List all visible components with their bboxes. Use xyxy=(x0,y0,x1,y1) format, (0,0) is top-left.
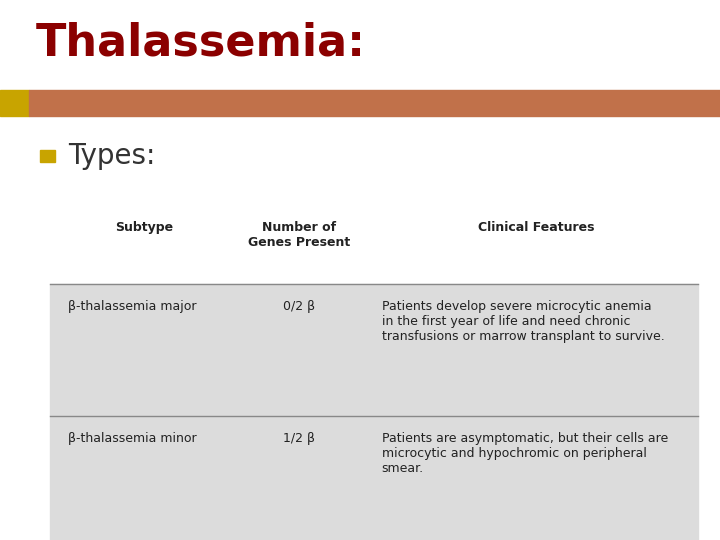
Bar xyxy=(0,90,29,116)
Text: Clinical Features: Clinical Features xyxy=(478,221,595,234)
Text: Types:: Types: xyxy=(68,142,156,170)
Bar xyxy=(50,416,698,540)
Text: Patients develop severe microcytic anemia
in the first year of life and need chr: Patients develop severe microcytic anemi… xyxy=(382,300,665,343)
Text: β-thalassemia major: β-thalassemia major xyxy=(68,300,197,313)
Text: Subtype: Subtype xyxy=(115,221,173,234)
Text: 0/2 β: 0/2 β xyxy=(283,300,315,313)
Text: Patients are asymptomatic, but their cells are
microcytic and hypochromic on per: Patients are asymptomatic, but their cel… xyxy=(382,432,668,475)
Text: 1/2 β: 1/2 β xyxy=(283,432,315,445)
Text: Thalassemia:: Thalassemia: xyxy=(36,22,366,65)
Bar xyxy=(40,150,55,162)
Bar xyxy=(50,284,698,416)
Text: Number of
Genes Present: Number of Genes Present xyxy=(248,221,350,249)
Text: β-thalassemia minor: β-thalassemia minor xyxy=(68,432,197,445)
Bar xyxy=(29,90,720,116)
